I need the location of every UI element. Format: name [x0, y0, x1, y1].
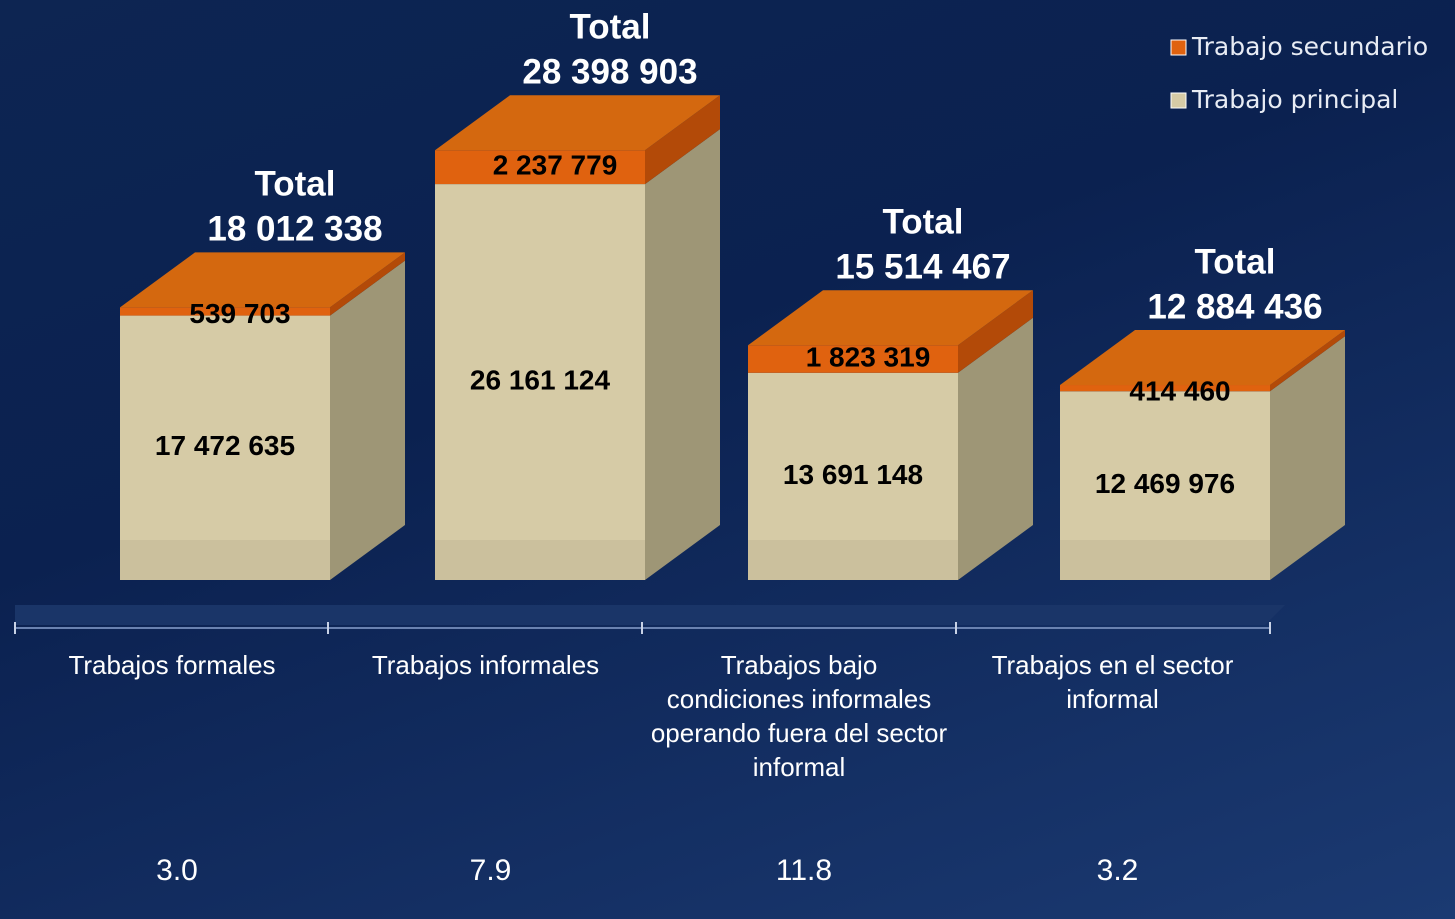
bar-top: [435, 95, 720, 151]
bar-top: [748, 290, 1033, 346]
total-label: Total: [882, 202, 963, 241]
total-value: 15 514 467: [835, 247, 1010, 286]
total-value: 18 012 338: [207, 210, 382, 249]
footer-value: 3.0: [156, 854, 198, 887]
data-label: 13 691 148: [783, 459, 923, 490]
total-label: Total: [254, 165, 335, 204]
legend-swatch: [1170, 39, 1187, 56]
legend-label: Trabajo secundario: [1191, 32, 1428, 61]
total-label: Total: [569, 7, 650, 46]
bar-side: [958, 290, 1033, 373]
legend-swatch: [1170, 92, 1187, 109]
footer-value: 7.9: [470, 854, 512, 887]
bar-side: [1270, 330, 1345, 392]
bar-side: [1270, 336, 1345, 580]
data-label: 26 161 124: [470, 364, 611, 395]
total-value: 28 398 903: [522, 52, 697, 91]
data-label: 414 460: [1129, 375, 1230, 406]
bar-segment: [1060, 391, 1270, 580]
bar-side: [958, 317, 1033, 580]
bar-segment: [120, 307, 330, 316]
bar-side: [645, 95, 720, 185]
bar-segment: [748, 372, 958, 580]
bar-side: [645, 129, 720, 581]
bar-segment: [748, 345, 958, 373]
base-platform: [15, 605, 1285, 625]
data-label: 17 472 635: [155, 430, 295, 461]
bar-segment: [435, 184, 645, 581]
bar-foot-shade: [435, 540, 645, 580]
x-tick-label: Trabajos informales: [371, 650, 600, 680]
bar-segment: [1060, 385, 1270, 392]
data-label: 1 823 319: [806, 341, 931, 372]
footer-value: 11.8: [776, 854, 832, 887]
x-tick-label: Trabajos formales: [68, 650, 276, 680]
bar-foot-shade: [748, 540, 958, 580]
bar-top: [1060, 330, 1345, 386]
bar-side: [330, 252, 405, 316]
data-label: 12 469 976: [1095, 468, 1235, 499]
total-label: Total: [1194, 242, 1275, 281]
bar-side: [330, 260, 405, 580]
x-tick-label: Trabajos bajo condiciones informales ope…: [650, 650, 948, 782]
bar-top: [120, 252, 405, 308]
bar-segment: [120, 315, 330, 580]
data-label: 539 703: [189, 298, 290, 329]
data-label: 2 237 779: [493, 150, 618, 181]
legend-label: Trabajo principal: [1191, 85, 1398, 114]
total-value: 12 884 436: [1147, 287, 1322, 326]
footer-value: 3.2: [1097, 854, 1139, 887]
bar-foot-shade: [1060, 540, 1270, 580]
x-tick-label: Trabajos en el sector informal: [991, 650, 1234, 714]
bar-segment: [435, 150, 645, 185]
bar-foot-shade: [120, 540, 330, 580]
